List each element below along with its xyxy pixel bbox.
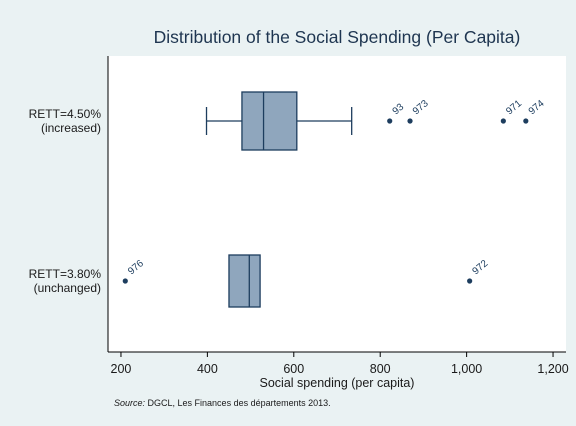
x-tick-label: 400 (197, 362, 218, 376)
chart-title: Distribution of the Social Spending (Per… (154, 27, 521, 47)
outlier-point (523, 118, 529, 124)
outlier-point (467, 278, 473, 284)
source-text: DGCL, Les Finances des départements 2013… (145, 398, 331, 408)
x-tick-label: 200 (111, 362, 132, 376)
x-axis-label: Social spending (per capita) (260, 376, 415, 390)
iqr-box (228, 254, 261, 308)
source-label: Source: (114, 398, 146, 408)
y-category-label: RETT=3.80% (29, 267, 102, 281)
x-tick-label: 1,000 (451, 362, 482, 376)
x-tick-label: 1,200 (537, 362, 568, 376)
plot-area (108, 56, 566, 352)
outlier-point (407, 118, 413, 124)
x-tick-label: 600 (283, 362, 304, 376)
source-note: Source: DGCL, Les Finances des départeme… (114, 398, 331, 408)
y-category-label: RETT=4.50% (29, 107, 102, 121)
outlier-point (122, 278, 128, 284)
y-category-sublabel: (increased) (41, 121, 101, 135)
x-tick-label: 800 (370, 362, 391, 376)
outlier-point (387, 118, 393, 124)
iqr-box (241, 91, 298, 151)
y-category-sublabel: (unchanged) (34, 281, 101, 295)
outlier-point (500, 118, 506, 124)
